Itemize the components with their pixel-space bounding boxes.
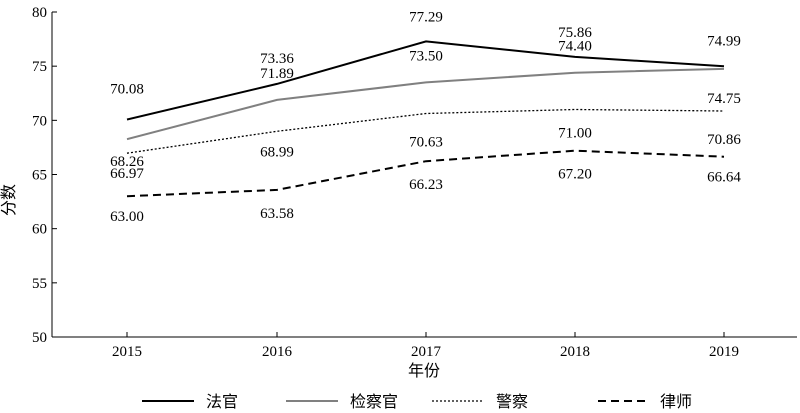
- data-label: 73.50: [409, 48, 443, 64]
- data-label: 74.75: [707, 91, 741, 107]
- series-line-2: [126, 67, 725, 141]
- data-label: 70.63: [409, 135, 443, 151]
- y-axis-title: 分数: [0, 184, 18, 216]
- x-tick-label: 2017: [411, 344, 442, 360]
- data-labels: 70.08 73.36 77.29 75.86 74.99 68.26 71.89 73.50…: [110, 9, 741, 225]
- series-line-3: [126, 108, 725, 154]
- y-tick-label: 70: [32, 113, 47, 129]
- x-tick-label: 2018: [560, 344, 590, 360]
- y-tick-label: 50: [32, 330, 47, 346]
- legend-label: 检察官: [350, 393, 398, 411]
- data-label: 74.40: [558, 39, 592, 55]
- series-line-1: [126, 40, 725, 121]
- y-tick-label: 75: [32, 59, 47, 75]
- data-label: 75.86: [558, 25, 592, 41]
- y-tick-label: 55: [32, 276, 47, 292]
- legend: 法官 检察官 警察 律师: [142, 393, 692, 411]
- data-label: 67.20: [558, 167, 592, 183]
- data-label: 73.36: [260, 51, 294, 67]
- data-label: 68.99: [260, 144, 294, 160]
- data-label: 70.08: [110, 81, 144, 97]
- series-line-4: [126, 149, 725, 198]
- data-label: 71.00: [558, 126, 592, 142]
- legend-label: 律师: [660, 393, 692, 411]
- x-tick-label: 2016: [262, 344, 293, 360]
- y-tick-label: 80: [32, 5, 47, 21]
- data-label: 77.29: [409, 9, 443, 25]
- data-label: 66.97: [110, 166, 144, 182]
- data-label: 74.99: [707, 33, 741, 49]
- series-lines: [126, 40, 725, 198]
- x-tick-label: 2015: [112, 344, 142, 360]
- legend-label: 法官: [206, 393, 238, 411]
- axes: 50 55 60 65 70 75 80 2015 2016 2017 2018 2019: [32, 5, 797, 360]
- y-tick-label: 65: [32, 168, 47, 184]
- data-label: 68.26: [110, 154, 144, 170]
- data-label: 63.00: [110, 209, 144, 225]
- data-label: 70.86: [707, 132, 741, 148]
- x-tick-label: 2019: [709, 344, 739, 360]
- data-label: 66.23: [409, 177, 443, 193]
- data-label: 66.64: [707, 170, 741, 186]
- y-tick-label: 60: [32, 222, 47, 238]
- legend-label: 警察: [496, 393, 528, 411]
- data-label: 71.89: [260, 66, 294, 82]
- x-axis-title: 年份: [408, 362, 440, 380]
- data-label: 63.58: [260, 206, 294, 222]
